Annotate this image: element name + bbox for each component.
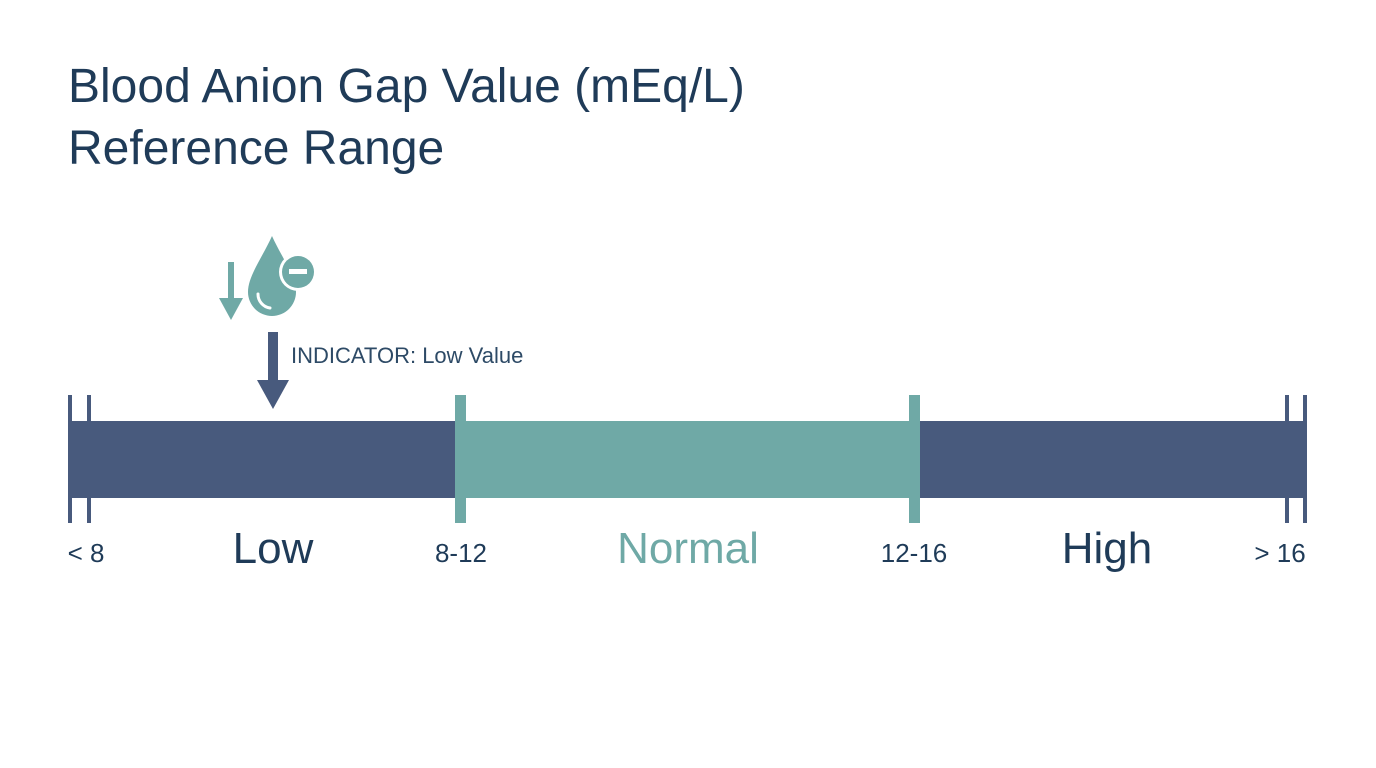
- left-end-bracket: [68, 395, 91, 523]
- title-line-1: Blood Anion Gap Value (mEq/L): [68, 60, 745, 113]
- right-end-bracket: [1285, 395, 1307, 523]
- zone-label-normal: Normal: [617, 524, 759, 573]
- page-title: Blood Anion Gap Value (mEq/L) Reference …: [68, 56, 745, 180]
- down-arrow-icon: [219, 262, 243, 320]
- low-zone-bar: [70, 421, 456, 498]
- blood-drop-minus-icon: [248, 236, 317, 316]
- tick-label-gt-16: > 16: [1254, 538, 1306, 568]
- tick-label-lt-8: < 8: [67, 538, 105, 568]
- title-line-2: Reference Range: [68, 122, 445, 175]
- zone-label-high: High: [1061, 524, 1153, 573]
- boundary-marker-12: [909, 395, 920, 523]
- pointer-arrow-icon: [257, 332, 289, 409]
- indicator-label: INDICATOR: Low Value: [291, 343, 524, 368]
- tick-label-12-16: 12-16: [880, 538, 948, 568]
- high-zone-bar: [919, 421, 1306, 498]
- tick-label-8-12: 8-12: [434, 538, 488, 568]
- zone-label-low: Low: [232, 524, 314, 573]
- normal-zone-bar: [466, 421, 909, 498]
- boundary-marker-8: [455, 395, 466, 523]
